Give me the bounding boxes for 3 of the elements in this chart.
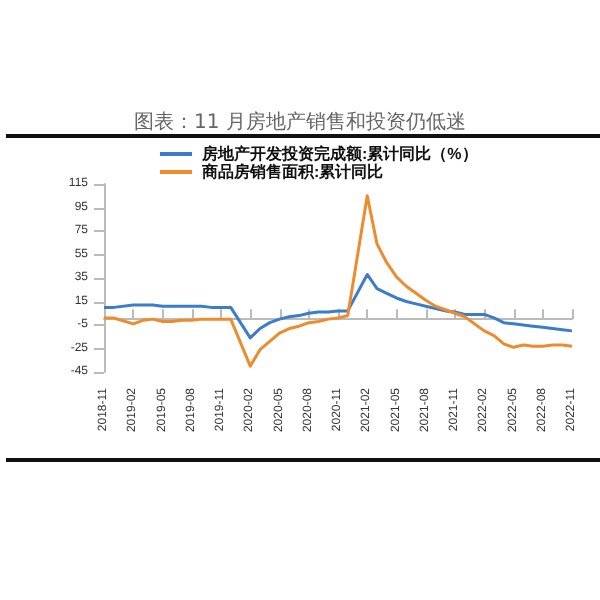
legend-label: 房地产开发投资完成额:累计同比（%） — [200, 143, 478, 163]
chart-title: 图表：11 月房地产销售和投资仍低迷 — [132, 109, 468, 136]
legend-label: 商品房销售面积:累计同比 — [200, 161, 384, 181]
